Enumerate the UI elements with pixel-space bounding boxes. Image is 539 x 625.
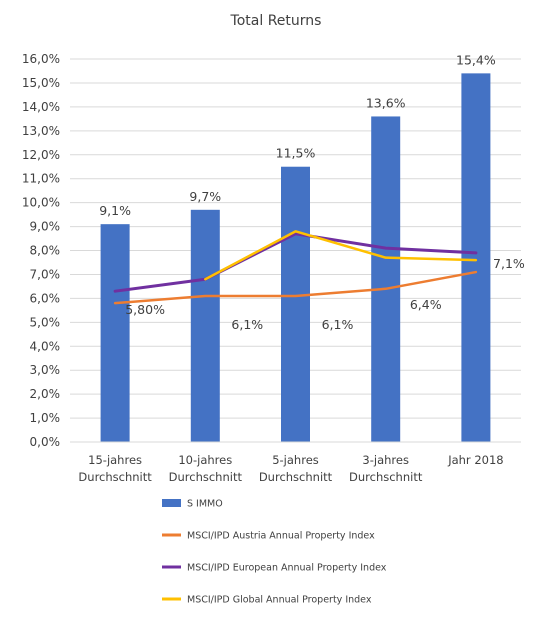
bar [281,166,310,442]
x-tick-label: 10-jahres [178,453,232,467]
chart-title: Total Returns [230,13,322,29]
bar-data-label: 13,6% [366,95,406,110]
bar-data-label: 11,5% [276,146,316,161]
series-line [204,230,478,281]
x-axis: 15-jahres Durchschnitt 10-jahres Durchschni… [70,441,521,484]
x-tick-label: 15-jahres [88,453,142,467]
y-tick-label: 7,0% [30,267,61,281]
y-tick-label: 6,0% [30,291,61,305]
legend-swatch [162,499,181,507]
y-tick-label: 2,0% [30,387,61,401]
y-tick-label: 9,0% [30,220,61,234]
x-tick-label: 3-jahres [362,453,409,467]
y-tick-label: 13,0% [22,124,60,138]
y-tick-label: 11,0% [22,172,60,186]
y-tick-label: 12,0% [22,148,60,162]
y-tick-label: 8,0% [30,244,61,258]
y-tick-label: 5,0% [30,315,61,329]
y-tick-label: 1,0% [30,411,61,425]
series-line [113,270,478,305]
data-labels: 9,1% 9,7% 11,5% 13,6% 15,4% 5,80% 6,1% 6,1% 6,4%… [99,52,525,332]
x-tick-label: Durchschnitt [349,470,423,484]
bar-data-label: 9,1% [99,203,131,218]
y-tick-label: 4,0% [30,339,61,353]
line-data-label: 6,4% [410,297,442,312]
legend: S IMMO MSCI/IPD Austria Annual Property I… [162,499,387,606]
x-tick-label: 5-jahres [272,453,319,467]
bar [190,209,220,442]
y-axis: 0,0% 1,0% 2,0% 3,0% 4,0% 5,0% 6,0% 7,0% 8,0% 9,0%… [22,52,60,449]
legend-label: MSCI/IPD Austria Annual Property Index [187,531,375,542]
y-tick-label: 15,0% [22,76,60,90]
bar [371,116,401,442]
line-data-label: 5,80% [125,302,165,317]
y-tick-label: 14,0% [22,100,60,114]
bar [461,73,491,443]
x-tick-label: Durchschnitt [169,470,243,484]
line-data-label: 6,1% [322,317,354,332]
legend-label: MSCI/IPD European Annual Property Index [187,563,387,574]
legend-label: S IMMO [187,499,223,510]
y-tick-label: 10,0% [22,196,60,210]
line-data-label: 6,1% [231,317,263,332]
y-tick-label: 3,0% [30,363,61,377]
x-tick-label: Jahr 2018 [447,453,503,467]
y-tick-label: 0,0% [30,435,61,449]
bar [100,224,130,442]
y-tick-label: 16,0% [22,52,60,66]
line-series [113,230,478,305]
bar-data-label: 15,4% [456,52,496,67]
line-data-label: 7,1% [493,256,525,271]
x-tick-label: Durchschnitt [259,470,333,484]
series-line [113,232,478,293]
x-tick-label: Durchschnitt [78,470,152,484]
bar-series [100,73,491,443]
legend-label: MSCI/IPD Global Annual Property Index [187,595,372,606]
bar-data-label: 9,7% [189,189,221,204]
